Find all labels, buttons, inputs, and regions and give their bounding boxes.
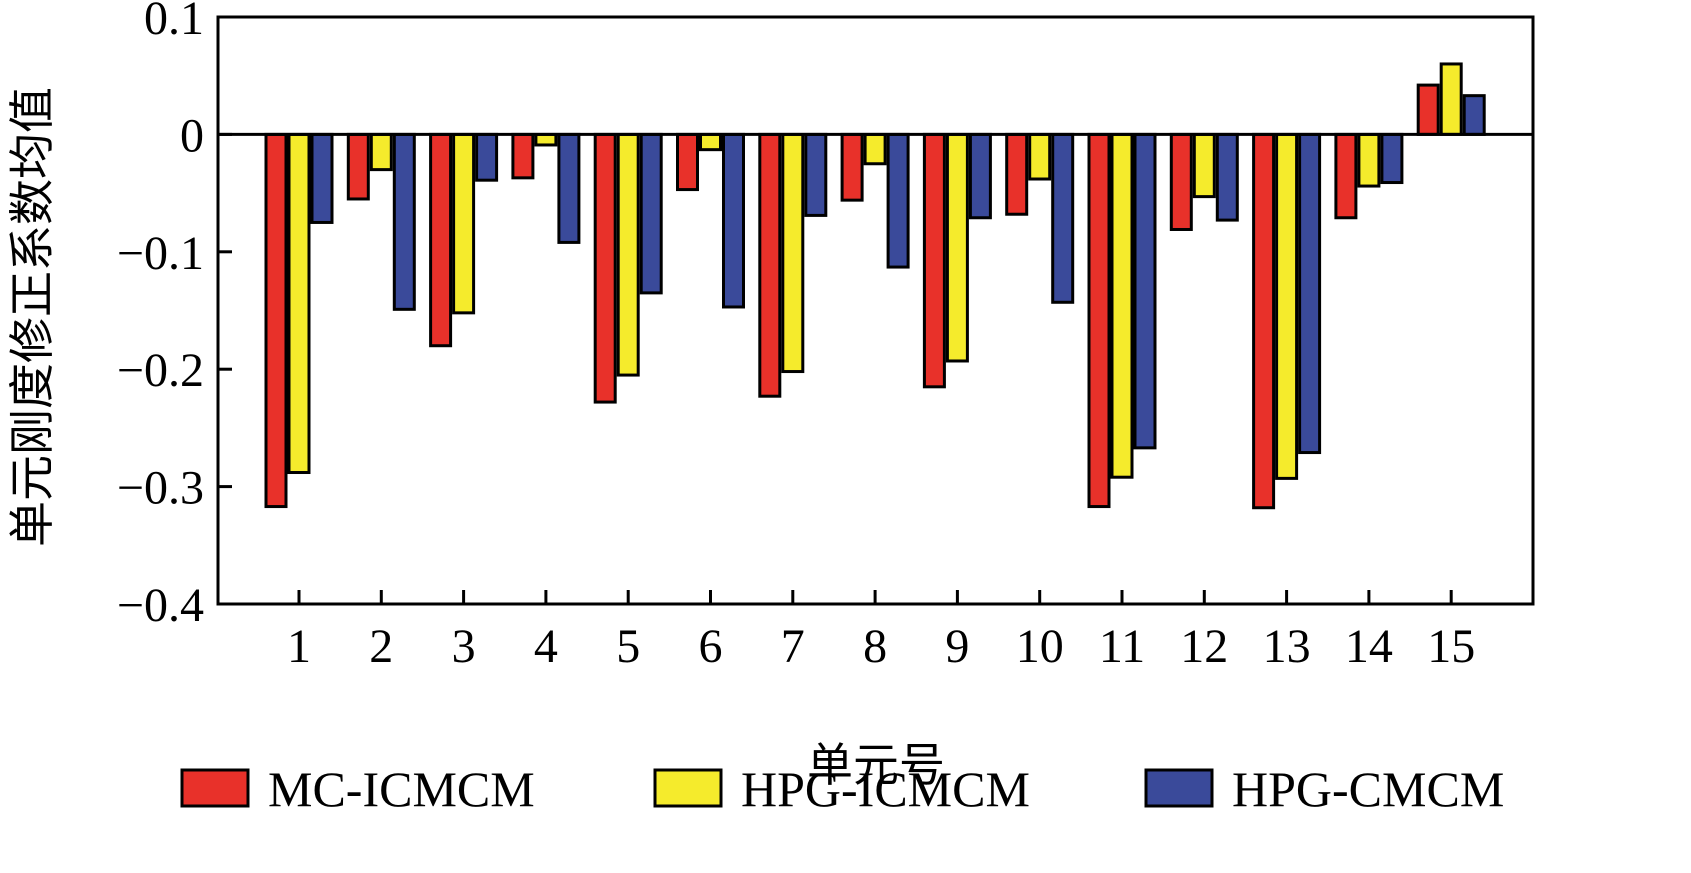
- legend: MC-ICMCM HPG-ICMCM HPG-CMCM: [180, 761, 1504, 817]
- x-tick-label: 12: [1180, 620, 1228, 673]
- x-tick-label: 9: [945, 620, 969, 673]
- legend-swatch-HPG-ICMCM: [653, 768, 723, 808]
- bar-HPG-CMCM-2: [392, 132, 416, 311]
- bar-HPG-CMCM-13: [1298, 132, 1322, 455]
- legend-swatch-MC-ICMCM: [180, 768, 250, 808]
- bar-HPG-ICMCM-1: [287, 132, 311, 475]
- bar-MC-ICMCM-6: [676, 132, 699, 192]
- bar-MC-ICMCM-3: [429, 132, 453, 348]
- y-tick-label: 0: [180, 109, 204, 162]
- bar-MC-ICMCM-7: [758, 132, 782, 398]
- x-axis: 1 2 3 4 5 6 7 8 9 10 11 12 13 14 15: [287, 590, 1475, 673]
- bar-HPG-ICMCM-4: [534, 132, 558, 147]
- bar-HPG-CMCM-9: [968, 132, 992, 220]
- bar-MC-ICMCM-9: [922, 132, 946, 389]
- bar-HPG-CMCM-8: [886, 132, 910, 269]
- x-tick-label: 7: [781, 620, 805, 673]
- x-tick-label: 3: [452, 620, 476, 673]
- x-tick-label: 2: [369, 620, 393, 673]
- x-tick-label: 15: [1427, 620, 1475, 673]
- bars-group: [264, 62, 1486, 510]
- bar-MC-ICMCM-5: [593, 132, 617, 404]
- x-tick-label: 13: [1263, 620, 1311, 673]
- x-tick-label: 14: [1345, 620, 1393, 673]
- bar-HPG-CMCM-10: [1051, 132, 1075, 304]
- bar-HPG-ICMCM-12: [1192, 132, 1216, 199]
- bar-MC-ICMCM-15: [1416, 83, 1440, 136]
- y-tick-label: −0.2: [117, 344, 204, 397]
- x-tick-label: 11: [1099, 620, 1145, 673]
- bar-MC-ICMCM-1: [264, 132, 288, 509]
- y-tick-label: −0.1: [117, 227, 204, 280]
- bar-MC-ICMCM-11: [1087, 132, 1111, 509]
- bar-HPG-CMCM-4: [557, 132, 581, 244]
- y-axis: 0.1 0 −0.1 −0.2 −0.3 −0.4: [117, 0, 232, 632]
- bar-HPG-ICMCM-6: [699, 132, 722, 152]
- x-axis-title: 单元号: [807, 738, 945, 792]
- bar-HPG-ICMCM-13: [1275, 132, 1299, 480]
- bar-HPG-CMCM-1: [310, 132, 334, 224]
- bar-MC-ICMCM-2: [346, 132, 370, 201]
- legend-label: HPG-ICMCM: [741, 761, 1030, 817]
- bar-HPG-ICMCM-14: [1357, 132, 1381, 188]
- bar-HPG-ICMCM-11: [1110, 132, 1134, 479]
- x-tick-label: 1: [287, 620, 311, 673]
- bar-HPG-ICMCM-2: [369, 132, 393, 172]
- bar-HPG-CMCM-6: [722, 132, 745, 309]
- bar-MC-ICMCM-4: [511, 132, 535, 180]
- bar-HPG-ICMCM-5: [616, 132, 640, 377]
- bar-HPG-ICMCM-7: [781, 132, 805, 374]
- bar-HPG-ICMCM-15: [1439, 62, 1463, 136]
- legend-label: HPG-CMCM: [1232, 761, 1504, 817]
- bar-HPG-CMCM-5: [639, 132, 663, 295]
- bar-HPG-CMCM-12: [1215, 132, 1239, 222]
- y-tick-label: −0.3: [117, 462, 204, 515]
- bar-MC-ICMCM-10: [1005, 132, 1029, 216]
- bar-MC-ICMCM-13: [1252, 132, 1276, 510]
- y-tick-label: −0.4: [117, 579, 204, 632]
- bar-HPG-CMCM-7: [804, 132, 828, 217]
- x-tick-label: 10: [1016, 620, 1064, 673]
- bar-HPG-ICMCM-3: [452, 132, 476, 315]
- bar-HPG-CMCM-3: [475, 132, 499, 182]
- bar-MC-ICMCM-14: [1334, 132, 1358, 220]
- bar-HPG-ICMCM-8: [863, 132, 887, 166]
- bar-MC-ICMCM-12: [1169, 132, 1193, 231]
- bar-HPG-ICMCM-10: [1028, 132, 1052, 181]
- x-tick-label: 5: [616, 620, 640, 673]
- legend-label: MC-ICMCM: [268, 761, 535, 817]
- legend-swatch-HPG-CMCM: [1144, 768, 1214, 808]
- x-tick-label: 4: [534, 620, 558, 673]
- bar-HPG-CMCM-11: [1133, 132, 1157, 450]
- y-axis-title: 单元刚度修正系数均值: [5, 87, 59, 547]
- bar-HPG-CMCM-14: [1380, 132, 1404, 185]
- y-tick-label: 0.1: [144, 0, 204, 45]
- bar-HPG-CMCM-15: [1462, 94, 1486, 136]
- x-tick-label: 6: [699, 620, 723, 673]
- x-tick-label: 8: [863, 620, 887, 673]
- bar-HPG-ICMCM-9: [945, 132, 969, 363]
- bar-MC-ICMCM-8: [840, 132, 864, 202]
